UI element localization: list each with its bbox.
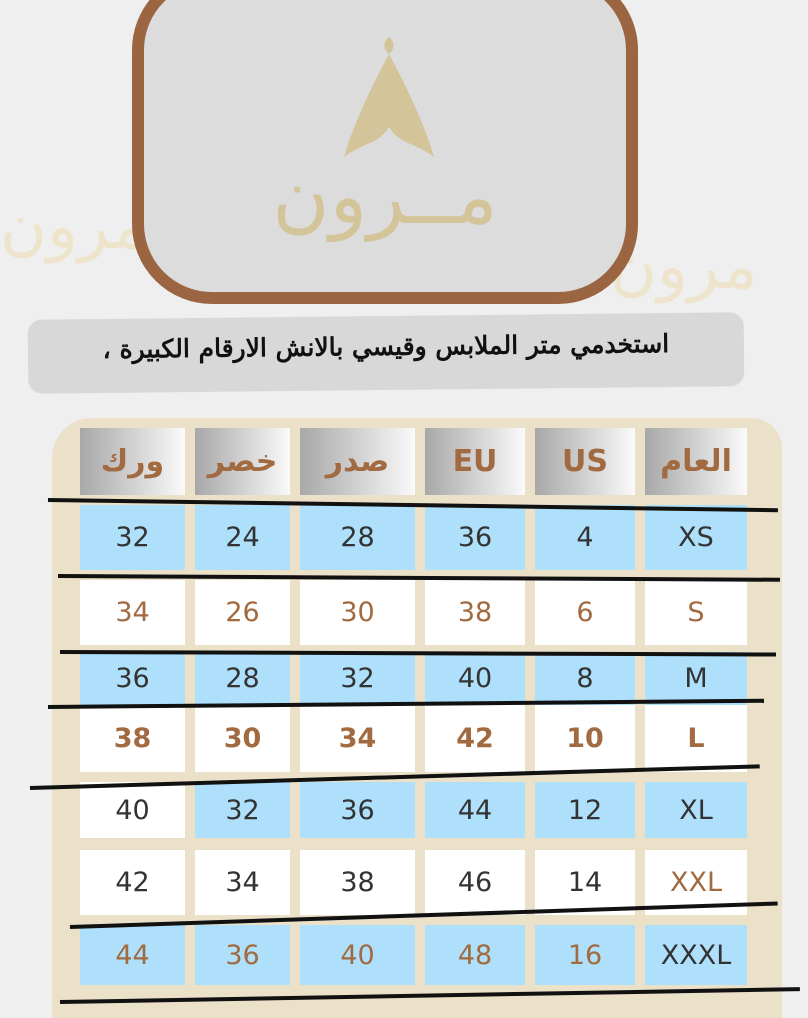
column-header: العام: [645, 428, 747, 495]
table-cell: 8: [535, 652, 635, 705]
column-header: ورك: [80, 428, 185, 495]
table-cell: 42: [425, 705, 525, 772]
table-cell: 4: [535, 505, 635, 570]
watermark-left: مرون: [0, 190, 148, 264]
table-cell: XXXL: [645, 925, 747, 985]
table-cell: 38: [80, 705, 185, 772]
column-header: US: [535, 428, 635, 495]
table-cell: 38: [300, 850, 415, 915]
table-cell: 24: [195, 505, 290, 570]
table-cell: 44: [80, 925, 185, 985]
logo-text: مــرون: [272, 152, 498, 242]
table-cell: 32: [80, 505, 185, 570]
table-cell: 42: [80, 850, 185, 915]
table-cell: S: [645, 580, 747, 645]
dress-logo-icon: [344, 37, 434, 157]
table-cell: 28: [195, 652, 290, 705]
table-cell: 16: [535, 925, 635, 985]
table-cell: XS: [645, 505, 747, 570]
table-cell: 38: [425, 580, 525, 645]
column-header: صدر: [300, 428, 415, 495]
column-header: EU: [425, 428, 525, 495]
table-cell: 10: [535, 705, 635, 772]
table-cell: L: [645, 705, 747, 772]
table-cell: XL: [645, 782, 747, 838]
table-cell: 36: [300, 782, 415, 838]
table-cell: 6: [535, 580, 635, 645]
table-cell: 46: [425, 850, 525, 915]
table-cell: 34: [300, 705, 415, 772]
table-cell: 44: [425, 782, 525, 838]
table-cell: 12: [535, 782, 635, 838]
table-cell: M: [645, 652, 747, 705]
table-cell: 30: [195, 705, 290, 772]
table-cell: 34: [195, 850, 290, 915]
table-cell: 40: [300, 925, 415, 985]
table-cell: 48: [425, 925, 525, 985]
table-cell: 40: [425, 652, 525, 705]
table-cell: 36: [425, 505, 525, 570]
table-cell: 32: [300, 652, 415, 705]
table-cell: 30: [300, 580, 415, 645]
instruction-banner: استخدمي متر الملابس وقيسي بالانش الارقام…: [27, 312, 745, 394]
table-cell: 36: [80, 652, 185, 705]
table-cell: 36: [195, 925, 290, 985]
table-cell: 28: [300, 505, 415, 570]
column-header: خصر: [195, 428, 290, 495]
table-cell: 40: [80, 782, 185, 838]
table-cell: 34: [80, 580, 185, 645]
table-cell: 26: [195, 580, 290, 645]
table-cell: 32: [195, 782, 290, 838]
logo: مــرون: [132, 0, 638, 304]
table-cell: 14: [535, 850, 635, 915]
instruction-text: استخدمي متر الملابس وقيسي بالانش الارقام…: [102, 329, 670, 364]
